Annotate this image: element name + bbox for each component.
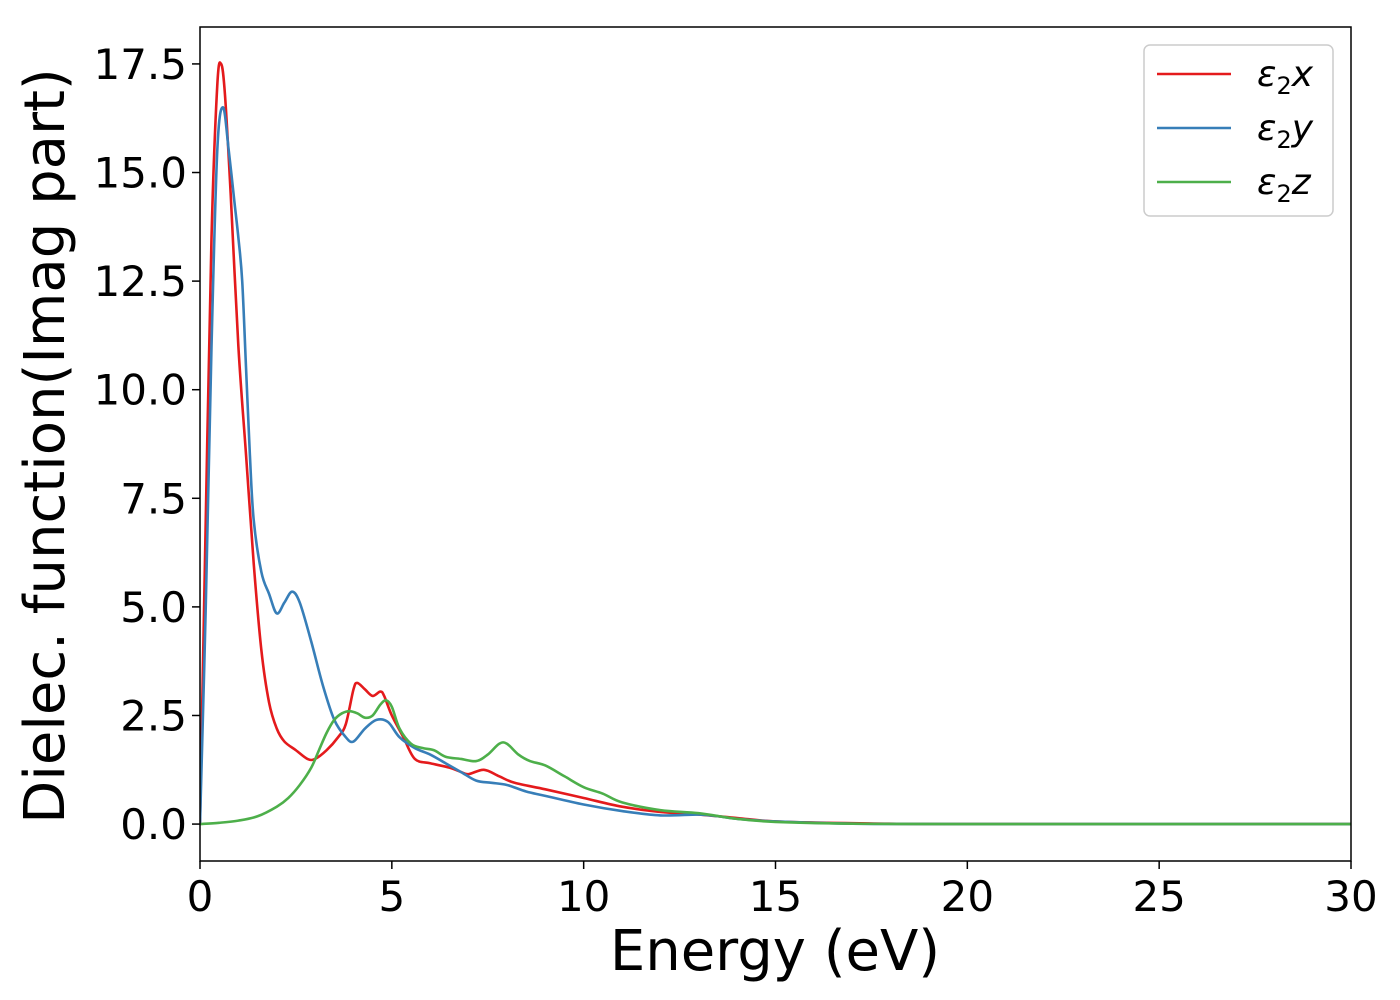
- x-tick-label: 5: [378, 872, 405, 921]
- series-line-x: [200, 61, 1351, 826]
- x-tick-label: 0: [187, 872, 214, 921]
- y-tick-label: 12.5: [93, 257, 187, 306]
- x-tick-label: 20: [941, 872, 994, 921]
- x-tick-label: 30: [1324, 872, 1377, 921]
- x-axis-label: Energy (eV): [610, 919, 940, 984]
- y-tick-label: 7.5: [120, 474, 187, 523]
- legend-label-y: ε2y: [1257, 108, 1314, 154]
- x-tick-label: 10: [557, 872, 610, 921]
- series-line-y: [200, 106, 1351, 826]
- series-line-z: [200, 698, 1351, 826]
- series-layer: [200, 61, 1351, 826]
- x-tick-label: 25: [1132, 872, 1185, 921]
- y-tick-label: 17.5: [93, 40, 187, 89]
- y-tick-label: 5.0: [120, 583, 187, 632]
- x-axis-ticks: 0 5 10 15 20 25 30: [187, 861, 1378, 921]
- legend-label-z: ε2z: [1257, 162, 1312, 208]
- y-axis-ticks: 0.0 2.5 5.0 7.5 10.0 12.5 15.0 17.5: [93, 40, 200, 849]
- legend-label-x: ε2x: [1257, 54, 1314, 100]
- y-axis-label: Dielec. function(Imag part): [13, 68, 78, 824]
- x-tick-label: 15: [749, 872, 802, 921]
- y-tick-label: 0.0: [120, 800, 187, 849]
- legend-box: [1143, 44, 1334, 217]
- y-tick-label: 10.0: [93, 366, 187, 415]
- legend: ε2x ε2y ε2z: [1143, 44, 1334, 217]
- y-tick-label: 2.5: [120, 691, 187, 740]
- y-tick-label: 15.0: [93, 149, 187, 198]
